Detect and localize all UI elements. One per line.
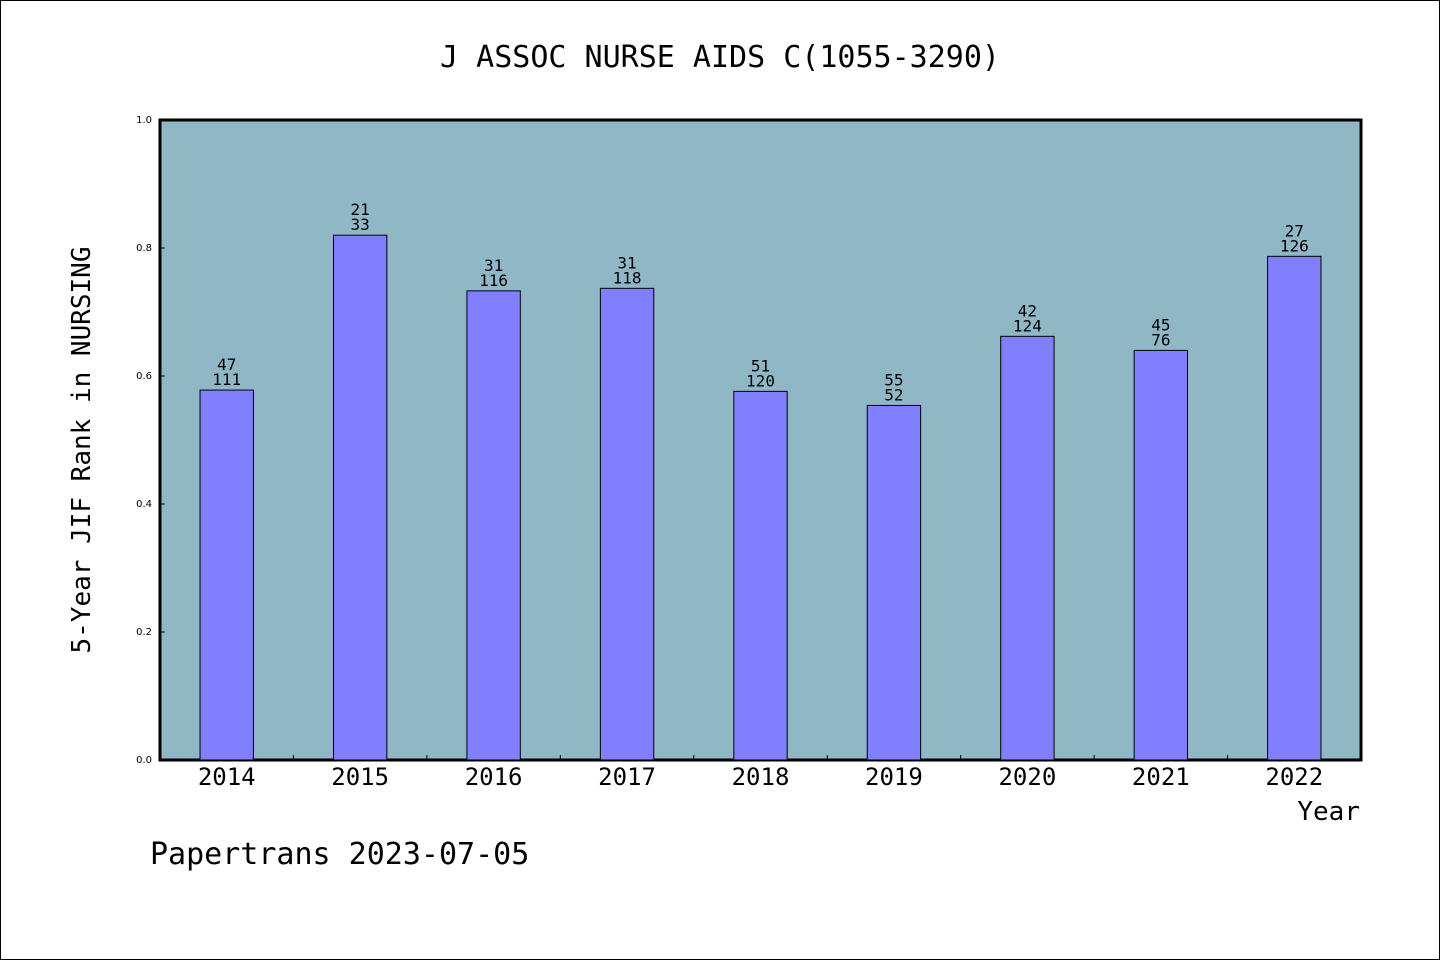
x-tick-label-2014: 2014 <box>198 763 256 791</box>
footer-credit: Papertrans 2023-07-05 <box>150 837 529 872</box>
bar-label-bottom-2020: 124 <box>1013 316 1042 335</box>
y-tick-label-0.2: 0.2 <box>136 627 152 638</box>
bar-label-bottom-2019: 52 <box>884 385 903 404</box>
x-tick-label-2022: 2022 <box>1265 763 1323 791</box>
y-tick-label-0.4: 0.4 <box>136 499 152 510</box>
y-tick-label-0.8: 0.8 <box>136 243 152 254</box>
y-tick-label-0.0: 0.0 <box>136 755 152 766</box>
bar-2016 <box>466 290 521 761</box>
bar-label-top-2019: 55 <box>884 370 903 389</box>
x-tick-label-2018: 2018 <box>732 763 790 791</box>
bar-label-top-2015: 21 <box>351 200 370 219</box>
bar-label-bottom-2021: 76 <box>1151 330 1170 349</box>
bar-label-top-2022: 27 <box>1285 221 1304 240</box>
x-tick-label-2021: 2021 <box>1132 763 1190 791</box>
bar-label-bottom-2022: 126 <box>1280 236 1309 255</box>
bar-2022 <box>1267 255 1322 761</box>
x-tick-label-2020: 2020 <box>998 763 1056 791</box>
bar-label-bottom-2016: 116 <box>479 271 508 290</box>
x-tick-label-2015: 2015 <box>331 763 389 791</box>
bar-label-top-2018: 51 <box>751 356 770 375</box>
bar-label-top-2020: 42 <box>1018 301 1037 320</box>
bar-2021 <box>1133 349 1189 761</box>
bar-label-top-2021: 45 <box>1151 315 1170 334</box>
bar-2018 <box>733 390 788 761</box>
y-tick-label-1.0: 1.0 <box>136 115 152 126</box>
chart-title: J ASSOC NURSE AIDS C(1055-3290) <box>440 40 1000 75</box>
y-tick-label-0.6: 0.6 <box>136 371 152 382</box>
bar-2019 <box>866 404 922 761</box>
bar-label-bottom-2014: 111 <box>212 370 241 389</box>
y-axis-label: 5-Year JIF Rank in NURSING <box>67 247 97 654</box>
x-axis-label: Year <box>1297 797 1360 827</box>
bar-label-bottom-2017: 118 <box>613 268 642 287</box>
bar-label-top-2017: 31 <box>617 253 636 272</box>
bar-2015 <box>332 234 388 761</box>
bar-2020 <box>1000 335 1055 761</box>
bar-2014 <box>199 389 254 761</box>
bar-label-top-2016: 31 <box>484 256 503 275</box>
bar-label-bottom-2018: 120 <box>746 371 775 390</box>
bar-2017 <box>599 287 655 761</box>
bar-label-top-2014: 47 <box>217 355 236 374</box>
x-tick-label-2016: 2016 <box>465 763 523 791</box>
x-tick-label-2017: 2017 <box>598 763 656 791</box>
x-tick-label-2019: 2019 <box>865 763 923 791</box>
bar-label-bottom-2015: 33 <box>351 215 370 234</box>
